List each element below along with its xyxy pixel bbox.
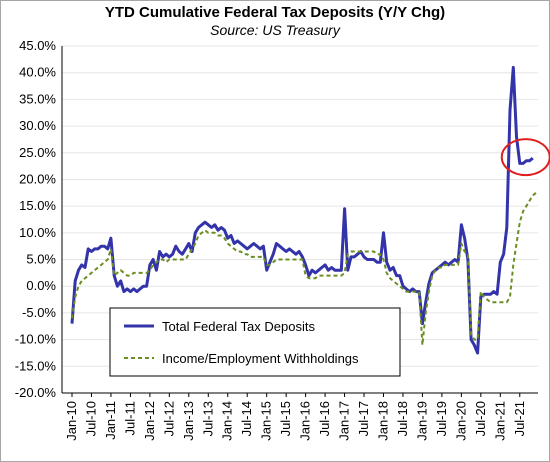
x-tick-label: Jul-14: [239, 401, 254, 436]
y-tick-label: 35.0%: [19, 91, 56, 106]
x-tick-label: Jan-17: [337, 401, 352, 441]
x-tick-label: Jul-15: [278, 401, 293, 436]
x-tick-label: Jul-13: [200, 401, 215, 436]
y-tick-label: 30.0%: [19, 118, 56, 133]
y-tick-label: -10.0%: [15, 332, 57, 347]
x-tick-label: Jan-18: [375, 401, 390, 441]
x-tick-label: Jul-12: [161, 401, 176, 436]
x-tick-label: Jul-21: [512, 401, 527, 436]
x-tick-label: Jan-11: [103, 401, 118, 440]
y-axis: 45.0% 40.0% 35.0% 30.0% 25.0% 20.0% 15.0% 10.0%…: [15, 38, 63, 400]
y-tick-label: 10.0%: [19, 225, 56, 240]
y-tick-label: -5.0%: [22, 305, 56, 320]
series-line-withholdings: [71, 192, 537, 346]
y-tick-label: 25.0%: [19, 145, 56, 160]
y-tick-label: 15.0%: [19, 198, 56, 213]
x-tick-label: Jul-18: [395, 401, 410, 436]
x-axis: Jan-10 Jul-10 Jan-11 Jul-11 Jan-12 Jul-12 Jan-…: [62, 392, 538, 441]
x-tick-label: Jan-21: [492, 401, 507, 441]
y-tick-label: 5.0%: [26, 252, 56, 267]
x-tick-label: Jan-10: [64, 401, 79, 441]
y-tick-label: 20.0%: [19, 171, 56, 186]
x-tick-label: Jan-15: [259, 401, 274, 441]
chart-subtitle: Source: US Treasury: [210, 22, 340, 38]
x-tick-label: Jul-17: [356, 401, 371, 436]
series-lines: [70, 65, 537, 355]
legend-label: Total Federal Tax Deposits: [162, 319, 315, 334]
chart-title: YTD Cumulative Federal Tax Deposits (Y/Y…: [104, 4, 446, 21]
x-tick-label: Jan-12: [142, 401, 157, 441]
legend-box: [109, 307, 401, 377]
legend: Total Federal Tax Deposits Income/Employm…: [109, 307, 401, 377]
x-tick-label: Jan-13: [181, 401, 196, 441]
x-tick-label: Jan-16: [298, 401, 313, 441]
y-tick-label: 40.0%: [19, 65, 56, 80]
x-tick-label: Jul-16: [317, 401, 332, 436]
y-tick-label: -15.0%: [15, 358, 57, 373]
x-tick-label: Jan-20: [453, 401, 468, 441]
x-tick-label: Jul-20: [473, 401, 488, 436]
x-tick-label: Jul-10: [83, 401, 98, 436]
y-tick-label: 45.0%: [19, 38, 56, 53]
x-tick-label: Jan-19: [414, 401, 429, 441]
x-tick-label: Jul-19: [434, 401, 449, 436]
legend-label: Income/Employment Withholdings: [162, 351, 359, 366]
y-tick-label: -20.0%: [15, 385, 57, 400]
x-tick-label: Jan-14: [220, 401, 235, 441]
x-tick-label: Jul-11: [122, 401, 137, 435]
y-tick-label: 0.0%: [26, 278, 56, 293]
